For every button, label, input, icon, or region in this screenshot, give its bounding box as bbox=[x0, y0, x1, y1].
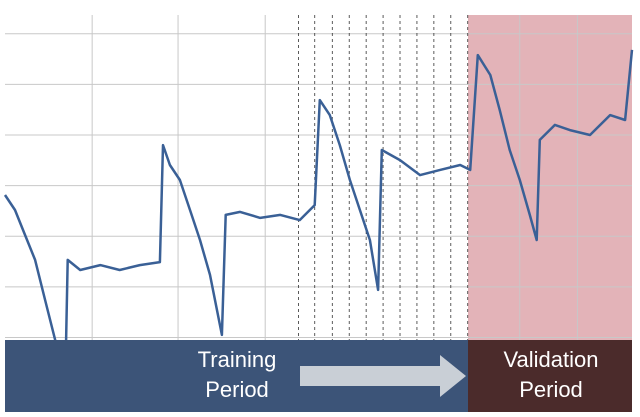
arrow bbox=[300, 355, 466, 397]
validation-label: Validation bbox=[504, 347, 599, 372]
validation-label: Period bbox=[519, 377, 583, 402]
plot bbox=[3, 49, 634, 387]
series-line bbox=[3, 49, 634, 387]
grid bbox=[5, 15, 632, 340]
validation-band bbox=[468, 340, 632, 412]
training-label: Period bbox=[205, 377, 269, 402]
training-label: Training bbox=[198, 347, 277, 372]
validation-region bbox=[468, 15, 632, 345]
